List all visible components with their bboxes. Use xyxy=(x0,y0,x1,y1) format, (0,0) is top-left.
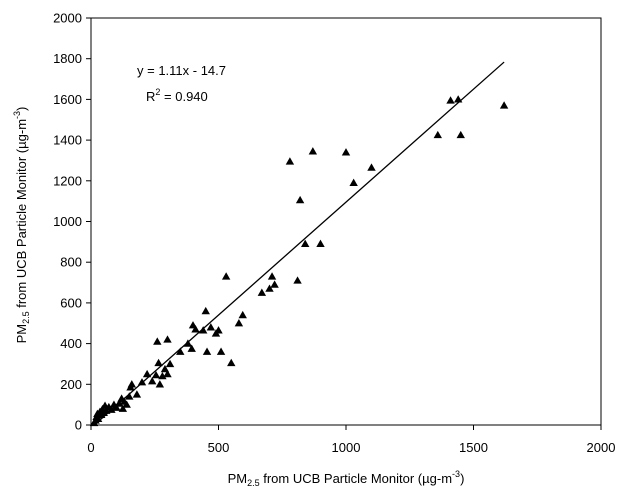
data-point xyxy=(199,326,208,334)
data-point xyxy=(154,358,163,367)
y-tick-label: 600 xyxy=(60,295,82,310)
data-point xyxy=(158,371,167,380)
y-tick-label: 1600 xyxy=(53,92,82,107)
data-point xyxy=(132,390,142,398)
data-point xyxy=(201,306,210,315)
data-point xyxy=(446,96,455,104)
y-tick-label: 800 xyxy=(60,255,82,270)
data-point xyxy=(183,339,193,347)
plot-frame xyxy=(90,17,602,426)
data-point xyxy=(148,377,157,385)
x-tick-label: 500 xyxy=(208,440,230,455)
y-tick-label: 1200 xyxy=(53,173,82,188)
data-point xyxy=(221,272,231,280)
data-point xyxy=(227,358,236,367)
data-point xyxy=(142,369,152,378)
data-point xyxy=(163,369,172,378)
y-tick-label: 1800 xyxy=(53,51,82,66)
data-point xyxy=(137,378,147,386)
y-axis-title: PM2.5 from UCB Particle Monitor (µg-m-3) xyxy=(12,107,31,344)
data-point xyxy=(238,310,247,319)
x-tick-label: 0 xyxy=(87,440,94,455)
data-point xyxy=(349,178,358,186)
x-tick-label: 2000 xyxy=(587,440,616,455)
data-point xyxy=(308,147,318,155)
y-tick-label: 1400 xyxy=(53,133,82,148)
data-point xyxy=(341,148,351,156)
x-tick-label: 1500 xyxy=(459,440,488,455)
data-point xyxy=(125,392,134,400)
data-point xyxy=(127,380,136,388)
data-point xyxy=(165,359,175,368)
data-point xyxy=(187,344,196,352)
data-point xyxy=(270,280,279,288)
data-point xyxy=(257,288,267,296)
data-point xyxy=(301,239,310,248)
data-point xyxy=(295,195,305,204)
data-point xyxy=(293,276,302,284)
r-squared-annotation: R2 = 0.940 xyxy=(146,87,208,104)
data-point xyxy=(214,326,223,334)
data-point xyxy=(285,157,295,165)
data-point xyxy=(176,347,185,355)
y-tick-label: 2000 xyxy=(53,11,82,26)
data-point xyxy=(122,400,131,408)
plot-area xyxy=(90,17,602,426)
data-point xyxy=(160,364,170,373)
data-point xyxy=(118,404,128,412)
data-point xyxy=(216,347,226,355)
y-tick-label: 400 xyxy=(60,336,82,351)
trendline xyxy=(93,61,505,426)
data-point xyxy=(316,239,325,248)
data-point xyxy=(191,325,200,333)
data-point xyxy=(112,403,121,411)
y-tick-label: 0 xyxy=(75,418,82,433)
y-tick-label: 200 xyxy=(60,377,82,392)
data-point xyxy=(202,347,212,355)
equation-annotation: y = 1.11x - 14.7 xyxy=(137,63,226,78)
data-point xyxy=(163,335,172,343)
data-point xyxy=(265,284,274,292)
x-tick-label: 1000 xyxy=(332,440,361,455)
axes: 0 500 1000 1500 2000 0 200 400 600 800 1000 1200 140… xyxy=(53,11,615,456)
x-axis-title: PM2.5 from UCB Particle Monitor (µg-m-3) xyxy=(228,469,465,488)
data-point xyxy=(267,272,277,280)
data-point xyxy=(456,130,465,139)
y-tick-label: 1000 xyxy=(53,214,82,229)
trendline-layer xyxy=(93,61,505,426)
data-points xyxy=(89,95,509,427)
data-point xyxy=(499,101,509,109)
data-point xyxy=(151,370,161,379)
data-point xyxy=(155,380,165,388)
data-point xyxy=(153,337,162,345)
data-point xyxy=(433,130,442,139)
data-point xyxy=(234,319,244,327)
data-point xyxy=(206,323,216,331)
data-point xyxy=(367,163,376,171)
